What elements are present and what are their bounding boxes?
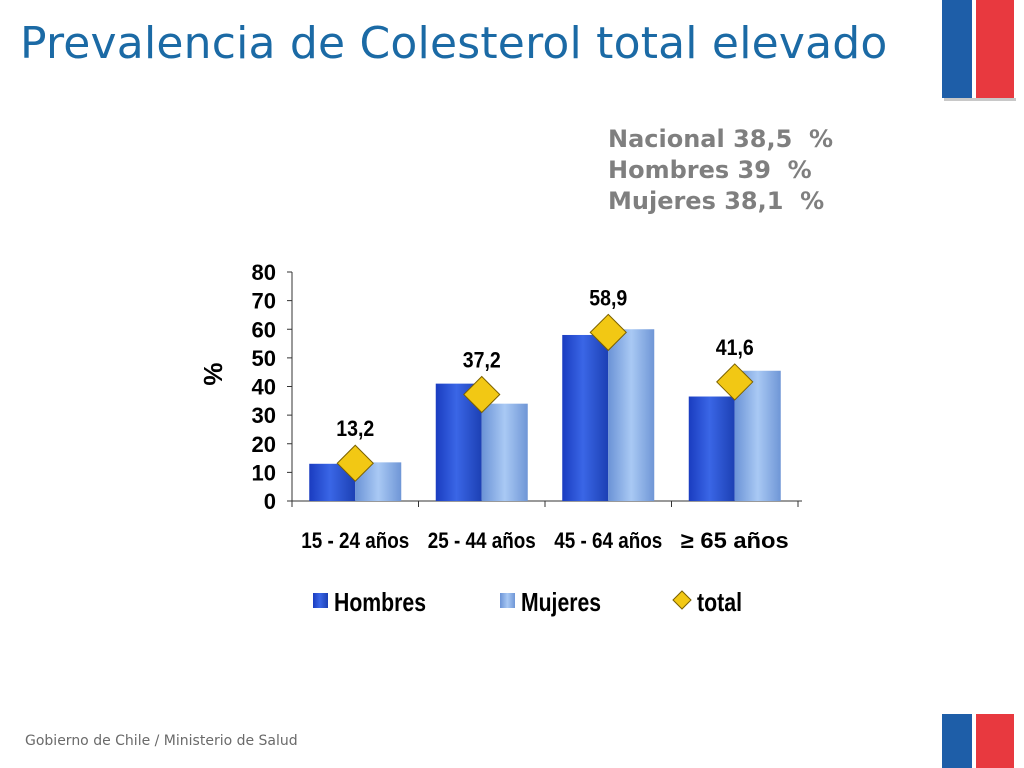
y-tick-label: 40 <box>252 375 276 400</box>
flag-blue-stripe <box>942 714 972 768</box>
legend-swatch-hombres <box>313 593 328 608</box>
y-tick-label: 60 <box>252 317 276 342</box>
flag-decoration-bottom <box>942 714 1016 768</box>
marker-total <box>589 313 627 352</box>
legend-label-total: total <box>697 587 742 617</box>
bar-mujeres <box>608 329 655 501</box>
legend-swatch-total <box>672 590 692 610</box>
y-axis-label: % <box>198 362 228 385</box>
summary-nacional: Nacional 38,5 % <box>608 125 834 153</box>
slide-title: Prevalencia de Colesterol total elevado <box>20 18 888 69</box>
bar-hombres <box>688 396 735 501</box>
y-tick-label: 10 <box>252 460 276 485</box>
summary-stats: Nacional 38,5 % Hombres 39 % Mujeres 38,… <box>608 124 833 217</box>
flag-red-stripe <box>976 714 1014 768</box>
x-tick-label: 25 - 44 años <box>428 528 536 553</box>
bar-hombres <box>562 334 609 501</box>
y-tick-label: 30 <box>252 403 276 428</box>
marker-total <box>716 363 754 401</box>
y-tick-label: 20 <box>252 432 276 457</box>
data-label-total: 13,2 <box>336 416 374 441</box>
summary-mujeres: Mujeres 38,1 % <box>608 187 825 215</box>
marker-total <box>336 444 374 482</box>
legend-label-mujeres: Mujeres <box>521 587 601 617</box>
x-tick-label: ≥ 65 años <box>681 528 789 553</box>
summary-hombres: Hombres 39 % <box>608 156 812 184</box>
flag-shadow <box>944 98 1016 101</box>
marker-total <box>463 375 501 414</box>
y-tick-label: 0 <box>264 489 276 514</box>
flag-decoration-top <box>942 0 1016 101</box>
legend-label-hombres: Hombres <box>334 587 426 617</box>
data-label-total: 41,6 <box>716 335 754 360</box>
y-tick-label: 50 <box>252 346 276 371</box>
data-label-total: 37,2 <box>463 348 501 373</box>
x-tick-label: 45 - 64 años <box>554 528 662 553</box>
flag-blue-stripe <box>942 0 972 98</box>
y-tick-label: 70 <box>252 289 276 314</box>
footer-text: Gobierno de Chile / Ministerio de Salud <box>25 733 298 749</box>
x-tick-label: 15 - 24 años <box>301 528 409 553</box>
data-label-total: 58,9 <box>589 285 627 310</box>
plot-area: 0 10 20 30 40 50 60 70 80% 15 - 24 años 25 - 44 añ… <box>198 260 802 617</box>
flag-red-stripe <box>976 0 1014 98</box>
y-tick-label: 80 <box>252 260 276 285</box>
bar-mujeres <box>481 403 528 501</box>
legend-swatch-mujeres <box>500 593 515 608</box>
